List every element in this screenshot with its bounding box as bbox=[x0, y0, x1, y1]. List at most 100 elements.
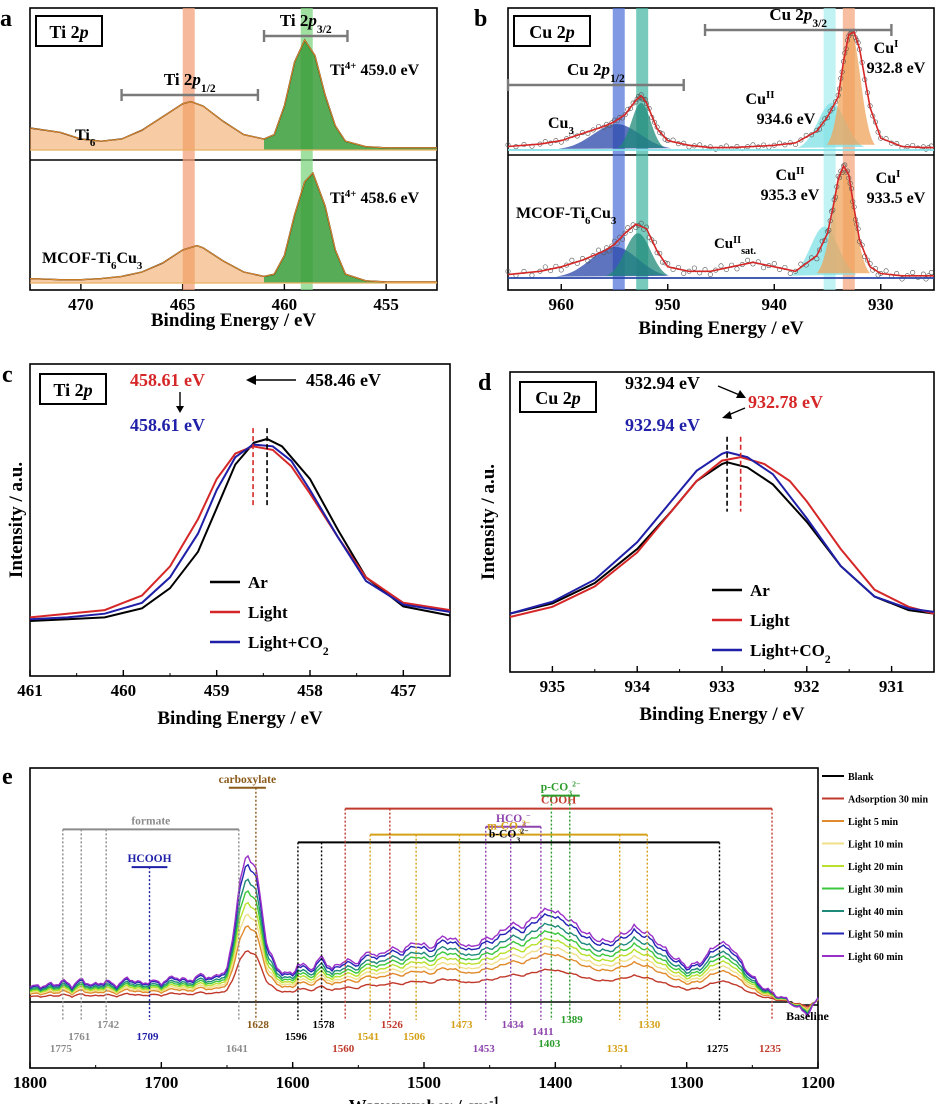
panel-e-legend-label: Adsorption 30 min bbox=[848, 795, 928, 806]
panel-a-fit-line bbox=[29, 171, 437, 283]
panel-c-legend-label: Light+CO2 bbox=[248, 633, 329, 658]
panel-b-data-point bbox=[662, 260, 668, 266]
panel-c-xtick-label: 459 bbox=[204, 681, 230, 700]
panel-b-data-point bbox=[585, 258, 591, 264]
panel-a-bracket-label: Ti 2p3/2 bbox=[280, 11, 332, 36]
panel-b-data-point bbox=[657, 130, 663, 136]
panel-c-xtick-label: 457 bbox=[391, 681, 417, 700]
panel-a-xtick-label: 460 bbox=[272, 295, 298, 314]
panel-b-data-point bbox=[609, 120, 615, 126]
panel-d-xtick-label: 931 bbox=[879, 677, 905, 696]
panel-b-data-point bbox=[910, 270, 916, 276]
panel-e-marker-label: 1506 bbox=[403, 1031, 426, 1043]
panel-e-marker-label: 1628 bbox=[247, 1019, 270, 1031]
panel-e-group-label: formate bbox=[131, 815, 170, 827]
panel-b-peak-value: 934.6 eV bbox=[757, 111, 816, 128]
panel-b-cu2p-xps: 960 950 940 930 Cu3 CuII 934.6 eV CuI 932.8 eV MC… bbox=[474, 5, 935, 339]
panel-b-data-point bbox=[745, 257, 751, 263]
panel-e-xtick-label: 1500 bbox=[407, 1073, 441, 1092]
panel-b-bracket-label: Cu 2p1/2 bbox=[567, 60, 625, 85]
panel-e-legend-label: Light 50 min bbox=[848, 930, 903, 941]
panel-e-marker-label: 1403 bbox=[538, 1038, 561, 1050]
panel-b-title-box bbox=[513, 15, 591, 47]
panel-e-xtick-label: 1400 bbox=[538, 1073, 572, 1092]
panel-b-peak-value: 932.8 eV bbox=[867, 60, 926, 77]
panel-e-legend-label: Blank bbox=[848, 772, 874, 783]
panel-b-letter: b bbox=[474, 6, 487, 32]
panel-e-marker-label: 1596 bbox=[285, 1031, 308, 1043]
panel-b-band bbox=[636, 8, 649, 290]
panel-e-baseline-label: Baseline bbox=[786, 1009, 829, 1023]
panel-c-light-value: 458.61 eV bbox=[130, 370, 205, 390]
panel-b-data-point bbox=[606, 248, 612, 254]
panel-b-fit-line bbox=[507, 30, 934, 149]
panel-a-label-mcof: MCOF-Ti6Cu3 bbox=[42, 250, 143, 272]
panel-d-xtick-label: 934 bbox=[624, 677, 650, 696]
panel-b-data-point bbox=[928, 270, 934, 276]
panel-c-xtick-label: 461 bbox=[17, 681, 43, 700]
panel-d-cu2p-comparison: 935 934 933 932 931 Ar Light Light+CO2 Cu 2p d Bin… bbox=[478, 370, 935, 725]
panel-b-data-point bbox=[718, 263, 724, 269]
panel-b-data-point bbox=[832, 99, 838, 105]
panel-a-fill-2p32 bbox=[264, 40, 437, 150]
panel-b-data-point bbox=[817, 247, 823, 253]
panel-e-frame bbox=[29, 767, 819, 1069]
panel-b-data-point bbox=[771, 261, 777, 267]
panel-b-data-point bbox=[814, 127, 820, 133]
panel-e-xtick-label: 1200 bbox=[801, 1073, 835, 1092]
panel-e-legend-label: Light 5 min bbox=[848, 817, 898, 828]
panel-e-series-light-40-min bbox=[29, 878, 819, 1016]
panel-b-data-point bbox=[883, 268, 889, 274]
panel-d-letter: d bbox=[478, 370, 492, 396]
panel-b-fill-cu2p32-i bbox=[827, 32, 875, 145]
panel-a-title-box bbox=[35, 15, 103, 47]
panel-b-data-point bbox=[814, 256, 820, 262]
panel-b-data-point bbox=[819, 121, 825, 127]
panel-b-data-point bbox=[798, 137, 804, 143]
panel-c-xtick-label: 458 bbox=[297, 681, 323, 700]
panel-e-xtick-label: 1700 bbox=[144, 1073, 178, 1092]
panel-e-marker-label: 1389 bbox=[561, 1014, 584, 1026]
panel-e-group-label: b-CO32− bbox=[489, 826, 529, 844]
panel-b-xlabel: Binding Energy / eV bbox=[638, 318, 803, 339]
panel-e-series-light-10-min bbox=[29, 913, 819, 1012]
panel-b-title: Cu 2p bbox=[529, 22, 575, 42]
panel-b-data-point bbox=[609, 243, 615, 249]
panel-c-arrowhead bbox=[246, 375, 256, 385]
panel-c-series-ar bbox=[29, 437, 451, 622]
panel-b-data-point bbox=[622, 230, 628, 236]
panel-b-data-point bbox=[542, 264, 548, 270]
panel-b-peak-species: CuI bbox=[876, 168, 901, 187]
panel-d-series-light-co2 bbox=[509, 451, 935, 615]
panel-a-fill-2p12 bbox=[30, 101, 265, 150]
panel-e-series-adsorption-30-min bbox=[29, 950, 819, 1008]
panel-a-peak-label: Ti4+ 458.6 eV bbox=[330, 188, 420, 207]
panel-d-arrowhead bbox=[736, 390, 746, 398]
panel-b-data-point bbox=[643, 101, 649, 107]
panel-b-data-point bbox=[558, 267, 564, 273]
panel-b-peak-value: 935.3 eV bbox=[761, 187, 820, 204]
panel-b-fill-cu2p12-i bbox=[617, 102, 666, 148]
panel-e-legend-label: Light 10 min bbox=[848, 840, 903, 851]
panel-d-legend-label: Light+CO2 bbox=[750, 641, 831, 666]
panel-e-series-light-60-min bbox=[29, 854, 819, 1018]
panel-b-data-point bbox=[734, 266, 740, 272]
panel-a-label-ti6: Ti6 bbox=[75, 127, 96, 149]
panel-a-peak-label: Ti4+ 459.0 eV bbox=[330, 60, 420, 79]
panel-a-fit-line bbox=[29, 38, 437, 149]
panel-b-peak-species: CuI bbox=[874, 38, 899, 57]
panel-e-group-label: p-CO32− bbox=[541, 779, 581, 797]
panel-e-marker-label: 1235 bbox=[759, 1043, 782, 1055]
panel-c-legend-label: Light bbox=[248, 603, 288, 622]
panel-c-series-light bbox=[29, 445, 451, 619]
panel-e-marker-label: 1578 bbox=[313, 1019, 336, 1031]
panel-e-legend-label: Light 30 min bbox=[848, 885, 903, 896]
panel-e-marker-label: 1434 bbox=[502, 1019, 525, 1031]
panel-c-letter: c bbox=[2, 362, 13, 388]
panel-c-ar-value: 458.46 eV bbox=[306, 370, 381, 390]
panel-b-data-point bbox=[761, 265, 767, 271]
panel-d-xtick-label: 935 bbox=[540, 677, 566, 696]
panel-c-xtick-label: 460 bbox=[111, 681, 137, 700]
panel-e-series-light-5-min bbox=[29, 925, 819, 1011]
panel-b-bracket-label: Cu 2p3/2 bbox=[769, 5, 827, 30]
